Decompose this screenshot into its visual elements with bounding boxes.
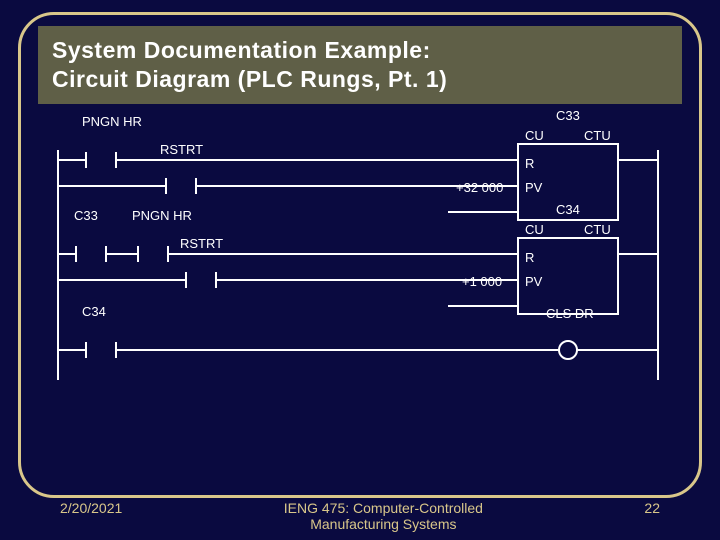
rung2-preset: +1 000 [462, 274, 502, 289]
rung1-contact1-label: PNGN HR [82, 114, 142, 129]
rung3-contact-label: C34 [82, 304, 106, 319]
rung1-block-title: C33 [556, 108, 580, 123]
rung1-preset: +32 000 [456, 180, 503, 195]
rung1-r-label: R [525, 156, 534, 171]
rung2-contact1-label: PNGN HR [132, 208, 192, 223]
rung2-r-label: R [525, 250, 534, 265]
wires-svg [48, 110, 672, 480]
rung1-cu-label: CU [525, 128, 544, 143]
rung1-ctu-label: CTU [584, 128, 611, 143]
ladder-diagram: PNGN HR RSTRT C33 CU CTU R PV +32 000 C3… [48, 110, 672, 480]
rung3-coil-label: CLS DR [546, 306, 594, 321]
footer-date: 2/20/2021 [60, 500, 122, 532]
title-bar: System Documentation Example: Circuit Di… [38, 26, 682, 104]
footer-page: 22 [644, 500, 660, 532]
rung2-block-title: C34 [556, 202, 580, 217]
title-line-2: Circuit Diagram (PLC Rungs, Pt. 1) [52, 66, 447, 92]
rung2-ctu-label: CTU [584, 222, 611, 237]
page-title: System Documentation Example: Circuit Di… [52, 36, 668, 94]
rung2-contact2-label: RSTRT [180, 236, 223, 251]
footer-course: IENG 475: Computer-ControlledManufacturi… [284, 500, 483, 532]
rung1-pv-label: PV [525, 180, 542, 195]
footer: 2/20/2021 IENG 475: Computer-ControlledM… [0, 500, 720, 532]
title-line-1: System Documentation Example: [52, 37, 431, 63]
rung2-pv-label: PV [525, 274, 542, 289]
rung2-cu-label: CU [525, 222, 544, 237]
rung1-contact2-label: RSTRT [160, 142, 203, 157]
rung2-contact0-label: C33 [74, 208, 98, 223]
